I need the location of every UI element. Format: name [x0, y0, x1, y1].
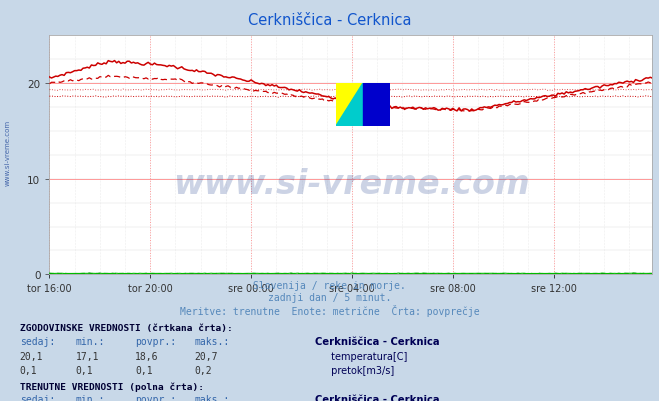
Polygon shape: [336, 84, 363, 127]
Text: sedaj:: sedaj:: [20, 394, 55, 401]
Text: Meritve: trenutne  Enote: metrične  Črta: povprečje: Meritve: trenutne Enote: metrične Črta: …: [180, 304, 479, 316]
Text: www.si-vreme.com: www.si-vreme.com: [4, 119, 11, 185]
Polygon shape: [363, 84, 390, 127]
Text: ZGODOVINSKE VREDNOSTI (črtkana črta):: ZGODOVINSKE VREDNOSTI (črtkana črta):: [20, 323, 233, 332]
Text: povpr.:: povpr.:: [135, 394, 176, 401]
Text: maks.:: maks.:: [194, 394, 229, 401]
Text: TRENUTNE VREDNOSTI (polna črta):: TRENUTNE VREDNOSTI (polna črta):: [20, 381, 204, 391]
Text: 0,2: 0,2: [194, 366, 212, 375]
Text: zadnji dan / 5 minut.: zadnji dan / 5 minut.: [268, 292, 391, 302]
Text: 20,7: 20,7: [194, 351, 218, 360]
Text: min.:: min.:: [76, 336, 105, 346]
Text: 18,6: 18,6: [135, 351, 159, 360]
Text: www.si-vreme.com: www.si-vreme.com: [173, 168, 529, 200]
Polygon shape: [336, 84, 363, 127]
Text: 17,1: 17,1: [76, 351, 100, 360]
Text: Cerkniščica - Cerknica: Cerkniščica - Cerknica: [315, 394, 440, 401]
Text: Slovenija / reke in morje.: Slovenija / reke in morje.: [253, 280, 406, 290]
Text: 20,1: 20,1: [20, 351, 43, 360]
Text: min.:: min.:: [76, 394, 105, 401]
Text: Cerkniščica - Cerknica: Cerkniščica - Cerknica: [315, 336, 440, 346]
Text: 0,1: 0,1: [20, 366, 38, 375]
Text: pretok[m3/s]: pretok[m3/s]: [328, 366, 395, 375]
Text: sedaj:: sedaj:: [20, 336, 55, 346]
Text: 0,1: 0,1: [135, 366, 153, 375]
Text: Cerkniščica - Cerknica: Cerkniščica - Cerknica: [248, 13, 411, 28]
Text: temperatura[C]: temperatura[C]: [328, 351, 407, 360]
Text: 0,1: 0,1: [76, 366, 94, 375]
Text: maks.:: maks.:: [194, 336, 229, 346]
Text: povpr.:: povpr.:: [135, 336, 176, 346]
